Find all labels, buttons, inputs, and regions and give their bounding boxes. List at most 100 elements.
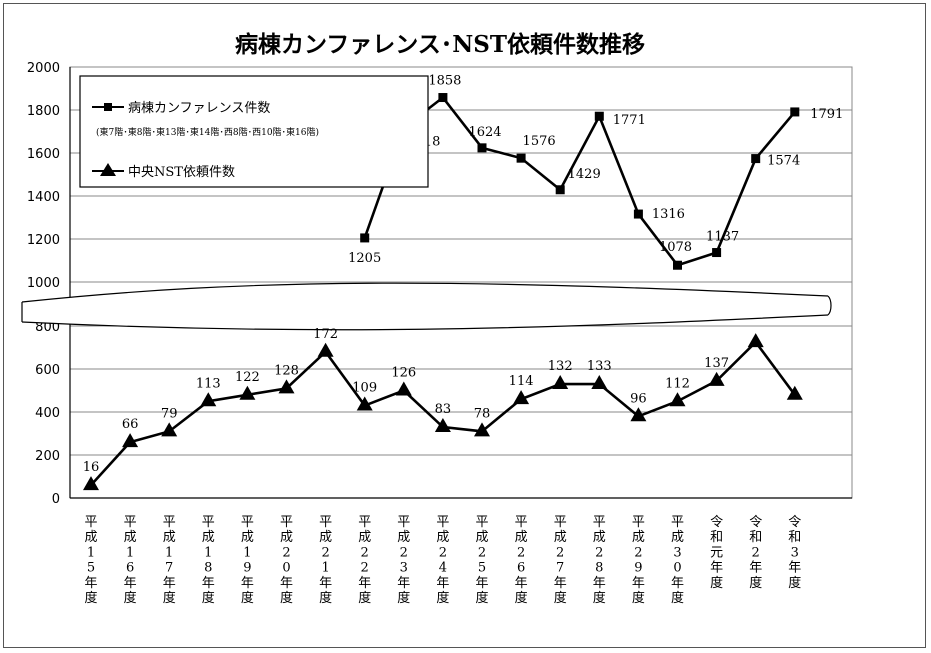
data-label: 96 bbox=[630, 391, 647, 406]
x-category-char: 5 bbox=[478, 561, 486, 576]
data-point-triangle bbox=[434, 418, 451, 433]
x-category-char: 平 bbox=[241, 515, 254, 530]
x-category-char: 平 bbox=[671, 515, 684, 530]
x-category-char: 度 bbox=[710, 575, 723, 591]
x-category-char: 年 bbox=[397, 576, 410, 591]
x-category-char: 度 bbox=[632, 590, 645, 606]
x-category-char: 成 bbox=[241, 530, 254, 545]
data-label: 112 bbox=[665, 376, 690, 391]
data-point-triangle bbox=[786, 385, 803, 400]
x-category-char: 年 bbox=[554, 576, 567, 591]
x-category-char: 成 bbox=[632, 530, 645, 545]
data-label: 133 bbox=[587, 359, 612, 374]
data-point-square bbox=[751, 154, 761, 164]
x-category-char: 令 bbox=[710, 515, 723, 530]
x-category-char: 1 bbox=[204, 545, 212, 560]
x-category-char: 成 bbox=[358, 530, 371, 545]
legend-label-2: 中央NST依頼件数 bbox=[128, 165, 235, 180]
x-category-char: 1 bbox=[165, 545, 173, 560]
data-label: 1429 bbox=[568, 167, 601, 182]
x-category-char: 成 bbox=[397, 530, 410, 545]
x-category-char: 度 bbox=[788, 575, 801, 591]
data-label: 113 bbox=[196, 376, 221, 391]
data-point-triangle bbox=[552, 375, 569, 390]
x-category-char: 成 bbox=[515, 530, 528, 545]
x-category-char: 5 bbox=[87, 561, 95, 576]
data-point-triangle bbox=[708, 371, 725, 386]
x-category-char: 度 bbox=[358, 590, 371, 606]
legend-triangle-marker bbox=[100, 163, 116, 176]
x-category-char: 度 bbox=[397, 590, 410, 606]
y-tick-label: 0 bbox=[52, 492, 60, 507]
x-category-char: 成 bbox=[124, 530, 137, 545]
legend-note-1: (東7階･東8階･東13階･東14階･西8階･西10階･東16階) bbox=[96, 126, 319, 138]
x-category-char: 1 bbox=[87, 545, 95, 560]
x-category-char: 2 bbox=[400, 545, 408, 560]
data-point-triangle bbox=[239, 385, 256, 400]
data-point-square bbox=[360, 233, 370, 243]
x-category-char: 年 bbox=[749, 561, 762, 576]
x-category-char: 元 bbox=[710, 545, 723, 560]
x-category-char: 年 bbox=[436, 576, 449, 591]
x-category-char: 0 bbox=[282, 561, 290, 576]
x-category-char: 成 bbox=[436, 530, 449, 545]
x-category-char: 2 bbox=[361, 561, 369, 576]
x-category-char: 6 bbox=[517, 561, 525, 576]
data-label: 109 bbox=[352, 381, 377, 396]
x-category-char: 成 bbox=[319, 530, 332, 545]
x-category-char: 3 bbox=[673, 545, 681, 560]
x-category-char: 年 bbox=[475, 576, 488, 591]
x-category-char: 平 bbox=[202, 515, 215, 530]
data-label: 1858 bbox=[428, 74, 461, 89]
y-tick-label: 1000 bbox=[27, 276, 60, 291]
x-category-char: 平 bbox=[358, 515, 371, 530]
x-axis-categories: 平成15年度平成16年度平成17年度平成18年度平成19年度平成20年度平成21… bbox=[84, 515, 801, 606]
x-category-char: 和 bbox=[749, 530, 762, 545]
data-point-triangle bbox=[747, 333, 764, 348]
x-category-char: 7 bbox=[556, 561, 564, 576]
axis-break-line-top bbox=[21, 282, 829, 303]
data-label: 16 bbox=[83, 460, 100, 475]
x-category-char: 8 bbox=[204, 561, 212, 576]
data-point-triangle bbox=[161, 422, 178, 437]
x-category-char: 度 bbox=[671, 590, 684, 606]
chart-frame bbox=[3, 3, 926, 648]
x-category-char: 年 bbox=[788, 561, 801, 576]
x-category-char: 成 bbox=[84, 530, 97, 545]
data-label: 137 bbox=[704, 356, 729, 371]
data-label: 122 bbox=[235, 370, 260, 385]
data-label: 1205 bbox=[348, 251, 381, 266]
x-category-char: 2 bbox=[556, 545, 564, 560]
data-point-square bbox=[633, 209, 643, 219]
data-label: 1078 bbox=[659, 240, 692, 255]
x-category-char: 平 bbox=[124, 515, 137, 530]
data-label: 66 bbox=[122, 417, 139, 432]
x-category-char: 1 bbox=[126, 545, 134, 560]
x-category-char: 年 bbox=[632, 576, 645, 591]
x-category-char: 年 bbox=[124, 576, 137, 591]
axis-break bbox=[21, 282, 832, 331]
x-category-char: 度 bbox=[124, 590, 137, 606]
x-category-char: 成 bbox=[163, 530, 176, 545]
x-category-char: 年 bbox=[710, 561, 723, 576]
x-category-char: 令 bbox=[788, 515, 801, 530]
x-category-char: 1 bbox=[321, 561, 329, 576]
x-category-char: 平 bbox=[163, 515, 176, 530]
x-category-char: 度 bbox=[319, 590, 332, 606]
data-point-square bbox=[594, 111, 604, 121]
y-tick-label: 400 bbox=[35, 406, 60, 421]
data-point-triangle bbox=[669, 392, 686, 407]
x-category-char: 2 bbox=[595, 545, 603, 560]
data-point-square bbox=[790, 107, 800, 117]
